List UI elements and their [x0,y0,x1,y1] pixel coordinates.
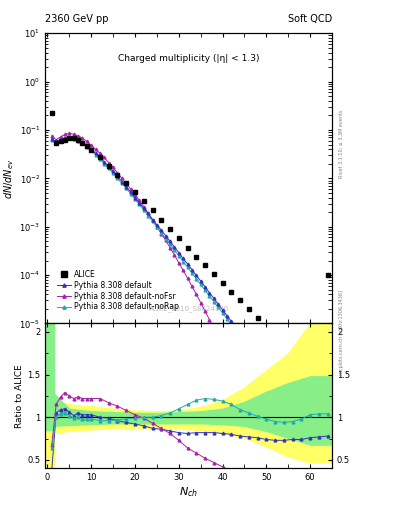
Pythia 8.308 default [89,146,94,152]
ALICE [211,271,216,277]
Pythia 8.308 default-noRap [168,241,173,247]
Pythia 8.308 default-noFsr [89,142,94,148]
ALICE [50,111,54,117]
Pythia 8.308 default-noFsr [207,316,212,323]
Pythia 8.308 default-noRap [325,442,330,449]
Pythia 8.308 default-noFsr [233,371,238,377]
Pythia 8.308 default [67,134,72,140]
Text: mcplots.cern.ch [arXiv:1306.3436]: mcplots.cern.ch [arXiv:1306.3436] [339,290,344,375]
ALICE [194,253,199,260]
Text: Charged multiplicity (|η| < 1.3): Charged multiplicity (|η| < 1.3) [118,54,259,62]
Pythia 8.308 default-noRap [50,137,54,143]
Pythia 8.308 default-noRap [207,293,212,299]
Pythia 8.308 default [229,318,234,325]
Pythia 8.308 default-noFsr [50,133,54,139]
Y-axis label: $dN/dN_{ev}$: $dN/dN_{ev}$ [3,158,17,199]
Line: Pythia 8.308 default: Pythia 8.308 default [50,136,329,460]
Pythia 8.308 default-noRap [67,135,72,141]
X-axis label: $N_{ch}$: $N_{ch}$ [179,485,198,499]
ALICE [80,139,85,145]
ALICE [115,172,120,178]
ALICE [89,147,94,153]
Pythia 8.308 default-noRap [229,322,234,328]
ALICE [71,135,76,141]
ALICE [141,198,146,204]
ALICE [255,315,260,321]
ALICE [107,163,111,169]
Pythia 8.308 default [189,266,194,272]
ALICE [203,262,208,268]
Pythia 8.308 default-noFsr [189,283,194,289]
ALICE [246,306,251,312]
ALICE [290,351,295,357]
Y-axis label: Ratio to ALICE: Ratio to ALICE [15,364,24,428]
Pythia 8.308 default [207,290,212,296]
ALICE [220,280,225,286]
Text: 2360 GeV pp: 2360 GeV pp [45,14,109,24]
Pythia 8.308 default [325,456,330,462]
Line: Pythia 8.308 default-noFsr: Pythia 8.308 default-noFsr [50,132,329,512]
ALICE [62,137,67,143]
ALICE [124,180,129,186]
Line: ALICE: ALICE [50,111,330,385]
ALICE [58,138,63,144]
Pythia 8.308 default-noFsr [168,245,173,251]
Legend: ALICE, Pythia 8.308 default, Pythia 8.308 default-noFsr, Pythia 8.308 default-no: ALICE, Pythia 8.308 default, Pythia 8.30… [55,267,181,314]
ALICE [238,297,242,304]
Text: Rivet 3.1.10; ≥ 3.3M events: Rivet 3.1.10; ≥ 3.3M events [339,109,344,178]
ALICE [159,217,163,223]
Pythia 8.308 default-noRap [233,327,238,333]
Pythia 8.308 default-noRap [89,147,94,154]
ALICE [97,155,102,161]
Pythia 8.308 default-noRap [189,270,194,276]
Line: Pythia 8.308 default-noRap: Pythia 8.308 default-noRap [50,136,329,447]
Text: Soft QCD: Soft QCD [288,14,332,24]
ALICE [281,343,286,349]
Pythia 8.308 default [168,238,173,244]
ALICE [176,235,181,241]
ALICE [168,226,173,232]
Pythia 8.308 default-noFsr [229,361,234,368]
ALICE [54,139,59,145]
ALICE [84,143,89,149]
ALICE [264,324,269,330]
Pythia 8.308 default [50,136,54,142]
ALICE [317,379,321,386]
ALICE [229,289,234,295]
Pythia 8.308 default [233,325,238,331]
Pythia 8.308 default-noFsr [67,131,72,137]
ALICE [308,371,312,377]
ALICE [150,207,155,213]
ALICE [185,245,190,251]
ALICE [273,333,277,339]
ALICE [67,135,72,141]
ALICE [299,360,304,366]
ALICE [76,137,81,143]
Text: ALICE_2010_S8624100: ALICE_2010_S8624100 [149,305,229,312]
ALICE [132,189,137,195]
ALICE [325,272,330,278]
